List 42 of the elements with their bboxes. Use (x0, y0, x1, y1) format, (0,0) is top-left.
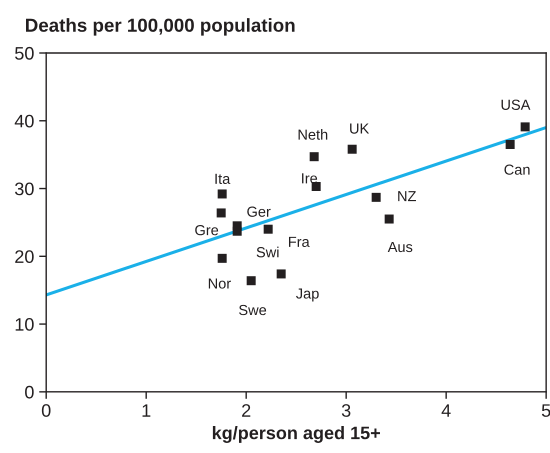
annotation: UK (350, 124, 370, 134)
chart-title: Deaths per 100,000 population (26, 18, 294, 36)
annotation: Fra (288, 236, 310, 248)
x-tick-label: 4 (442, 404, 451, 417)
point (384, 214, 394, 224)
annotation: Nor (208, 278, 231, 289)
annotation: Gre (195, 224, 218, 236)
y-tick-label: 0 (25, 386, 34, 399)
x-axis-title: kg/person aged 15+ (212, 426, 380, 443)
point (232, 226, 242, 236)
point (216, 208, 226, 218)
point (218, 189, 227, 198)
x-tick-label: 5 (542, 404, 550, 417)
point (276, 269, 286, 278)
y-tick-label: 50 (15, 46, 34, 60)
point (264, 224, 273, 234)
point (506, 140, 515, 149)
y-tick-label: 30 (15, 182, 34, 196)
y-tick-label: 40 (14, 114, 34, 128)
point (348, 144, 357, 154)
point (246, 276, 256, 286)
point (310, 152, 319, 162)
x-tick-label: 1 (142, 404, 150, 417)
annotation: Aus (388, 242, 412, 252)
x-tick-label: 0 (42, 404, 51, 417)
annotation: Can (504, 164, 530, 175)
x-tick-label: 3 (342, 404, 350, 417)
y-tick-label: 10 (16, 318, 34, 331)
point (218, 254, 227, 263)
annotation: Ger (247, 206, 271, 217)
annotation: Jap (296, 288, 319, 302)
annotation: Ita (215, 174, 230, 184)
annotation: Swi (256, 246, 279, 258)
point (520, 122, 530, 132)
annotation: Neth (298, 129, 328, 140)
point (372, 192, 381, 202)
annotation: NZ (398, 191, 416, 202)
y-tick-label: 20 (15, 250, 34, 264)
point (312, 182, 321, 192)
x-tick-label: 2 (242, 404, 250, 417)
annotation: Swe (239, 304, 266, 316)
annotation: USA (502, 100, 530, 110)
